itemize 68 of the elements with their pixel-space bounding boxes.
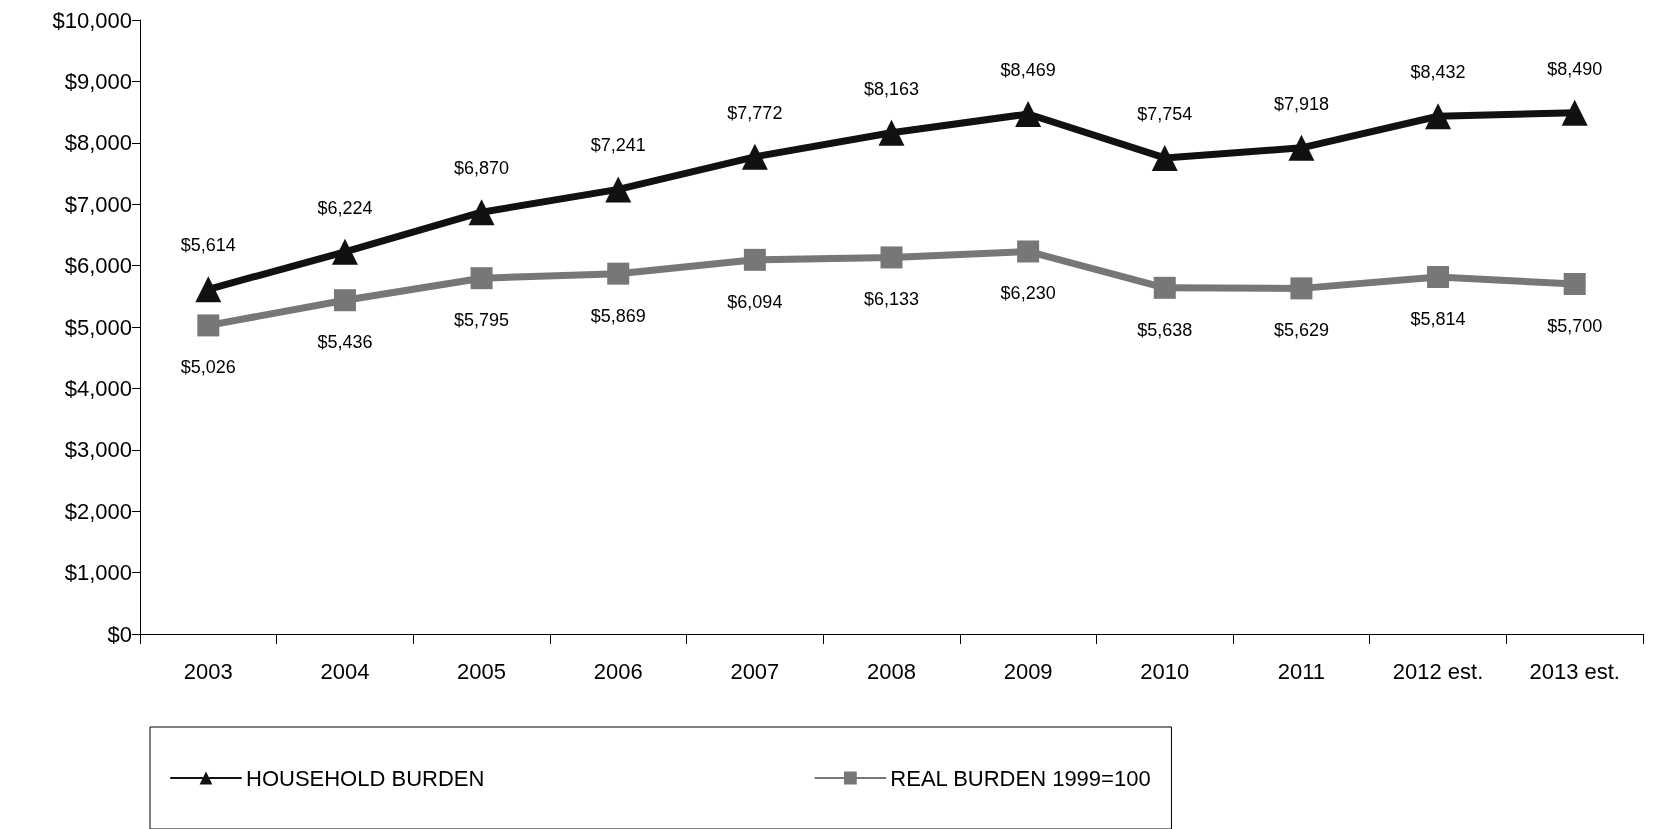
- y-tick-label: $2,000: [64, 498, 132, 524]
- y-tick-label: $9,000: [64, 68, 132, 94]
- y-tick-label: $3,000: [64, 437, 132, 463]
- point: [331, 238, 358, 265]
- y-tick-label: $7,000: [64, 191, 132, 217]
- point: [333, 289, 356, 312]
- point: [605, 176, 632, 203]
- point: [1427, 266, 1450, 289]
- data-label: $8,432: [1410, 62, 1466, 83]
- x-tick-label: 2010: [1140, 658, 1190, 684]
- point: [1290, 277, 1313, 300]
- y-tick-label: $10,000: [52, 7, 132, 33]
- y-tick-label: $6,000: [64, 253, 132, 279]
- data-label: $6,230: [1000, 283, 1056, 304]
- x-tick-label: 2007: [730, 658, 780, 684]
- data-label: $7,754: [1137, 103, 1193, 124]
- x-tick-label: 2013 est.: [1529, 658, 1620, 684]
- x-tick-label: 2003: [183, 658, 233, 684]
- point: [1015, 101, 1042, 127]
- x-tick-label: 2004: [320, 658, 370, 684]
- legend-label: HOUSEHOLD BURDEN: [246, 765, 485, 791]
- point: [1425, 103, 1452, 130]
- y-tick-label: $8,000: [64, 130, 132, 156]
- data-label: $5,629: [1273, 320, 1329, 341]
- data-label: $6,094: [727, 291, 783, 312]
- data-label: $5,814: [1410, 309, 1466, 330]
- point: [1561, 99, 1588, 126]
- y-tick-label: $5,000: [64, 314, 132, 340]
- data-label: $6,133: [863, 289, 920, 310]
- x-tick-label: 2006: [593, 658, 643, 684]
- point: [743, 248, 766, 271]
- point: [468, 199, 495, 226]
- point: [470, 267, 493, 290]
- y-tick-label: $4,000: [64, 375, 132, 401]
- data-label: $5,869: [590, 305, 646, 326]
- point: [607, 262, 630, 285]
- data-label: $6,870: [454, 158, 510, 179]
- data-label: $7,772: [727, 102, 783, 123]
- x-tick-label: 2012 est.: [1392, 658, 1484, 684]
- point: [878, 119, 905, 146]
- data-label: $8,469: [1000, 60, 1056, 80]
- y-tick-label: $0: [107, 621, 132, 647]
- x-tick-label: 2005: [457, 658, 507, 684]
- x-tick-label: 2011: [1277, 658, 1326, 684]
- point: [1563, 273, 1586, 296]
- data-label: $5,436: [317, 332, 373, 353]
- data-label: $5,700: [1547, 316, 1603, 337]
- point: [1288, 134, 1315, 161]
- y-tick-label: $1,000: [64, 560, 132, 586]
- point: [880, 246, 903, 269]
- data-label: $6,224: [317, 197, 373, 218]
- point: [1017, 240, 1040, 263]
- point: [1153, 276, 1176, 299]
- data-label: $7,918: [1273, 93, 1329, 114]
- data-label: $5,614: [180, 235, 236, 256]
- data-label: $7,241: [590, 135, 646, 156]
- x-tick-label: 2009: [1003, 658, 1053, 684]
- point: [195, 276, 222, 303]
- x-tick-label: 2008: [867, 658, 916, 684]
- data-label: $5,638: [1137, 319, 1193, 340]
- data-label: $5,026: [180, 357, 236, 378]
- data-label: $8,163: [863, 78, 920, 99]
- point: [1151, 144, 1178, 171]
- point: [741, 143, 768, 170]
- legend-label: REAL BURDEN 1999=100: [890, 765, 1151, 791]
- point: [197, 314, 220, 337]
- data-label: $8,490: [1547, 58, 1603, 79]
- data-label: $5,795: [454, 310, 510, 331]
